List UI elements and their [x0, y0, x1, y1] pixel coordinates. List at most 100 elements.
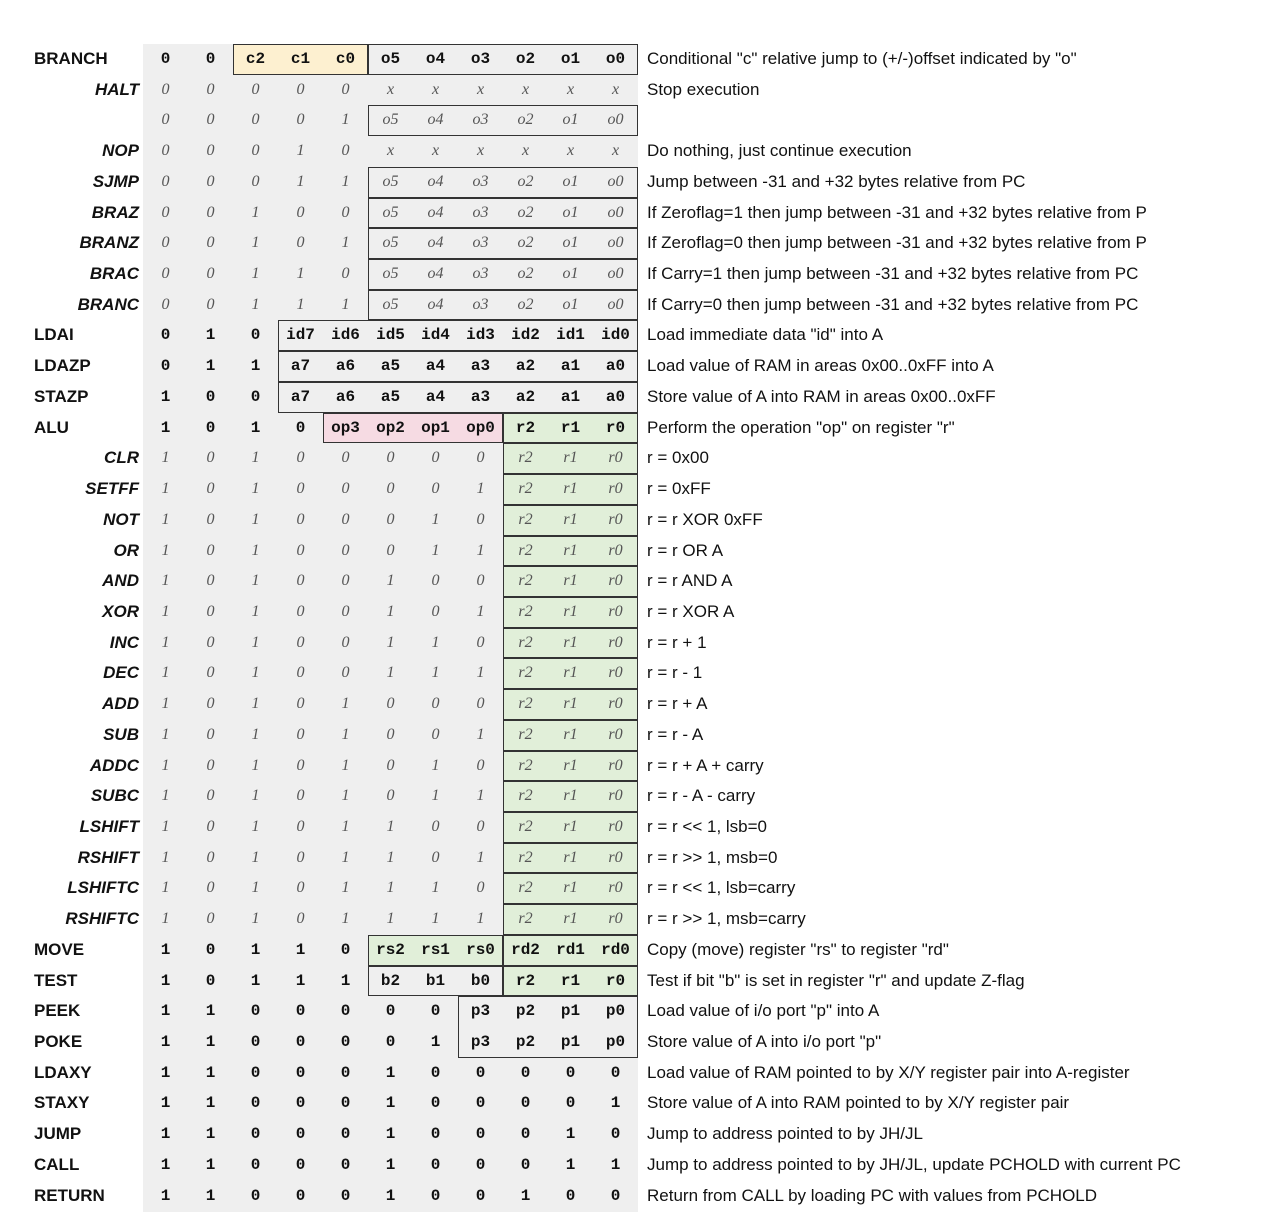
bit-cell: 0	[458, 504, 503, 536]
bit-cell: r2	[503, 474, 548, 506]
bit-cell: o5	[368, 44, 413, 75]
bit-cell: 0	[503, 1057, 548, 1089]
bit-cell: r1	[548, 873, 593, 905]
bit-cell: 0	[278, 474, 323, 506]
bit-cell: 0	[458, 443, 503, 475]
bit-cell: 0	[278, 1180, 323, 1212]
bit-cell: 0	[278, 812, 323, 843]
row-description: r = 0x00	[647, 448, 709, 468]
bit-cell: p3	[458, 996, 503, 1028]
bit-cell: 1	[188, 1027, 233, 1059]
row-label: BRANCH	[34, 49, 108, 68]
bit-cell: o2	[503, 259, 548, 291]
bit-cell: 0	[278, 74, 323, 106]
bit-cell: 1	[368, 904, 413, 936]
bit-cell: 0	[323, 197, 368, 229]
row-label: SETFF	[85, 479, 139, 499]
bit-cell: 1	[323, 812, 368, 843]
bit-cell: o0	[593, 228, 638, 260]
bit-cell: 1	[233, 443, 278, 475]
bit-cell: x	[503, 136, 548, 168]
bit-cell: 0	[278, 1027, 323, 1059]
bit-cell: 0	[458, 812, 503, 843]
bit-cell: 0	[413, 1119, 458, 1151]
bit-cell: 1	[323, 166, 368, 198]
bit-cell: 1	[413, 904, 458, 936]
row-description: Return from CALL by loading PC with valu…	[647, 1185, 1098, 1205]
bit-cell: p1	[548, 1027, 593, 1059]
bit-cell: id6	[323, 320, 368, 352]
bit-cell: r2	[503, 535, 548, 567]
bit-cell: a1	[548, 381, 593, 413]
bit-cell: 0	[323, 136, 368, 168]
bit-cell: o5	[368, 197, 413, 229]
row-description: r = r AND A	[647, 571, 733, 591]
row-description: Load value of i/o port "p" into A	[647, 1001, 880, 1021]
row-label: BRANC	[77, 294, 139, 314]
bit-cell: 0	[188, 904, 233, 936]
bit-cell: r1	[548, 474, 593, 506]
row-description: Jump to address pointed to by JH/JL	[647, 1124, 923, 1144]
bit-cell: rs2	[368, 934, 413, 966]
bit-cell: 1	[188, 1088, 233, 1120]
bit-cell: 0	[593, 1180, 638, 1212]
bit-cell: 1	[233, 474, 278, 506]
bit-cell: 0	[323, 504, 368, 536]
bit-cell: r2	[503, 750, 548, 782]
bit-cell: 0	[188, 381, 233, 413]
bit-cell: 0	[323, 658, 368, 690]
bit-cell: p2	[503, 1027, 548, 1059]
bit-cell: r2	[503, 412, 548, 444]
bit-cell: p3	[458, 1027, 503, 1059]
row-label: STAZP	[34, 386, 89, 406]
bit-cell: o0	[593, 44, 638, 75]
bit-cell: 1	[368, 596, 413, 628]
bit-cell: 1	[188, 1057, 233, 1089]
bit-cell: id3	[458, 320, 503, 352]
bit-cell: x	[368, 136, 413, 168]
row-description: Store value of A into RAM pointed to by …	[647, 1093, 1070, 1113]
bit-cell: 0	[188, 596, 233, 628]
bit-cell: b0	[458, 965, 503, 997]
bit-cell: 0	[143, 351, 188, 383]
bit-cell: 1	[368, 566, 413, 598]
row-description: r = r - A	[647, 724, 704, 744]
bit-cell: 1	[188, 351, 233, 383]
bit-cell: 1	[233, 719, 278, 751]
bit-cell: 0	[233, 105, 278, 137]
row-label: RETURN	[34, 1185, 105, 1205]
bit-cell: op1	[413, 412, 458, 444]
bit-cell: 1	[143, 1057, 188, 1089]
bit-cell: 0	[368, 443, 413, 475]
bit-cell: c0	[323, 44, 368, 75]
bit-cell: 0	[458, 689, 503, 721]
bit-cell: o4	[413, 259, 458, 291]
bit-cell: r0	[593, 873, 638, 905]
bit-cell: 1	[233, 965, 278, 997]
bit-cell: 0	[458, 1149, 503, 1181]
bit-cell: 0	[188, 781, 233, 813]
bit-cell: 0	[278, 996, 323, 1028]
bit-cell: 1	[143, 1088, 188, 1120]
bit-cell: a5	[368, 381, 413, 413]
row-description: r = r - 1	[647, 663, 703, 683]
bit-cell: 0	[188, 719, 233, 751]
bit-cell: 1	[143, 566, 188, 598]
bit-cell: 0	[188, 750, 233, 782]
bit-cell: x	[548, 74, 593, 106]
bit-cell: o1	[548, 44, 593, 75]
bit-cell: 0	[458, 750, 503, 782]
row-label: MOVE	[34, 939, 85, 959]
bit-cell: 1	[233, 873, 278, 905]
row-label: OR	[113, 540, 140, 560]
bit-cell: 0	[548, 1180, 593, 1212]
bit-cell: 1	[143, 1180, 188, 1212]
bit-cell: 0	[188, 228, 233, 260]
bit-cell: 1	[143, 965, 188, 997]
bit-cell: 0	[278, 658, 323, 690]
bit-cell: r2	[503, 504, 548, 536]
bit-cell: 0	[368, 504, 413, 536]
bit-cell: 0	[278, 719, 323, 751]
bit-cell: 0	[278, 412, 323, 444]
bit-cell: o4	[413, 166, 458, 198]
